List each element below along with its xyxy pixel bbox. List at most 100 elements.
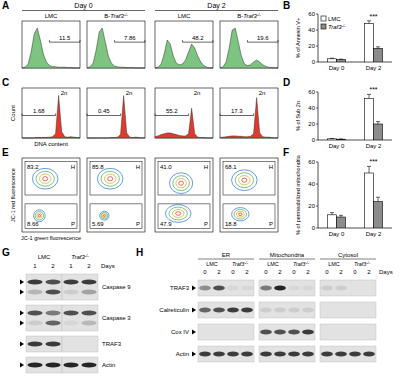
contour xyxy=(101,213,108,219)
axis-label: % of permeabilized mitochondria xyxy=(295,154,301,235)
contour xyxy=(234,209,247,219)
bar-chart: 0204060% of Sub 2nDay 0Day 2*** xyxy=(295,86,392,149)
band xyxy=(213,285,225,290)
blot-strip xyxy=(26,357,62,373)
group-label: Mitochondria xyxy=(270,252,305,258)
subgroup-label: Traf3-/- xyxy=(232,261,249,267)
band xyxy=(274,329,286,334)
band xyxy=(274,307,286,312)
blot-strip xyxy=(26,305,62,331)
contour-plot: 85.8H5.69P xyxy=(87,158,145,232)
lane-label: 2 xyxy=(217,269,221,275)
histogram xyxy=(87,96,145,139)
tick-label: 60 xyxy=(308,159,315,165)
gate-name: P xyxy=(269,221,273,227)
gate-percent: 83.2 xyxy=(27,164,39,170)
histogram xyxy=(22,28,80,68)
band xyxy=(349,351,361,356)
significance: *** xyxy=(369,13,377,20)
blot-strip xyxy=(259,280,315,296)
gate-percent: 18.8 xyxy=(225,221,237,227)
blot-strip xyxy=(320,280,376,296)
category-label: Day 0 xyxy=(329,65,345,71)
band xyxy=(241,351,253,356)
lane-label: 2 xyxy=(367,269,371,275)
plot-frame xyxy=(22,158,80,232)
band xyxy=(63,341,78,346)
category-label: Day 0 xyxy=(329,231,345,237)
category-label: Day 2 xyxy=(366,65,382,71)
axis-label: Count xyxy=(10,105,16,121)
western-blot: LMCTraf3-/-1212DaysCaspase 9Caspase 3TRA… xyxy=(20,253,131,374)
band xyxy=(288,329,300,334)
bar xyxy=(374,48,383,62)
band xyxy=(27,341,42,346)
row-label: TRAF3 xyxy=(102,341,122,347)
band xyxy=(302,351,314,356)
panel-label: E xyxy=(2,147,9,158)
peak-label: 2n xyxy=(194,90,201,96)
panel-label: A xyxy=(2,0,9,11)
gate-name: H xyxy=(71,164,75,170)
tick-label: 40 xyxy=(308,105,315,111)
panel-label: F xyxy=(283,147,289,158)
contour xyxy=(34,210,46,222)
band xyxy=(321,329,333,334)
histogram-plot: 7.86 xyxy=(87,21,145,68)
band xyxy=(335,285,347,290)
band xyxy=(363,307,375,312)
tick-label: 60 xyxy=(308,89,315,95)
gate-name: H xyxy=(269,164,273,170)
contour xyxy=(108,177,113,181)
error-bar xyxy=(376,122,380,124)
gate-percent: 68.1 xyxy=(225,164,237,170)
band-arrow xyxy=(20,363,24,368)
plot-frame xyxy=(220,21,278,68)
band xyxy=(321,285,333,290)
gate-percent: 47.9 xyxy=(160,221,172,227)
contour-plot: 83.2H8.66P xyxy=(22,158,80,232)
bar xyxy=(365,98,374,140)
sample-label: B-Traf3-/- xyxy=(104,12,128,20)
bar xyxy=(374,202,383,228)
gate-percent: 85.8 xyxy=(92,164,104,170)
band xyxy=(27,320,42,325)
panel-label: B xyxy=(283,0,290,11)
band xyxy=(335,351,347,356)
blot-strip xyxy=(198,280,254,296)
band xyxy=(45,279,60,284)
histogram-plot: 48.2 xyxy=(155,21,213,68)
histogram xyxy=(220,28,278,68)
blot-strip xyxy=(26,274,62,300)
error-bar xyxy=(376,47,380,49)
band xyxy=(260,351,272,356)
gate-percent: 48.2 xyxy=(192,35,204,41)
gate-percent: 41.0 xyxy=(160,164,172,170)
tick-label: 60 xyxy=(308,11,315,17)
band-arrow xyxy=(192,352,196,357)
plot-frame xyxy=(220,88,278,138)
group-rule xyxy=(198,259,254,260)
peak-label: 2n xyxy=(259,90,266,96)
band-arrow xyxy=(20,342,24,347)
band xyxy=(349,329,361,334)
y-tick xyxy=(316,228,318,229)
blot-strip xyxy=(26,336,62,352)
tick-label: 40 xyxy=(308,27,315,33)
y-tick xyxy=(316,184,318,185)
histogram xyxy=(155,108,213,138)
error-bar xyxy=(367,21,371,24)
tick-label: 20 xyxy=(308,43,315,49)
sample-label: LMC xyxy=(45,13,58,19)
panel-label: D xyxy=(283,77,290,88)
band-arrow xyxy=(192,308,196,313)
subgroup-label: Traf3-/- xyxy=(293,261,310,267)
gate-name: P xyxy=(204,221,208,227)
tick-label: 40 xyxy=(308,181,315,187)
row-label: Calreticulin xyxy=(159,307,189,313)
error-bar xyxy=(367,94,371,98)
contour xyxy=(232,208,249,221)
y-tick xyxy=(316,14,318,15)
band xyxy=(321,307,333,312)
plot-frame xyxy=(155,21,213,68)
